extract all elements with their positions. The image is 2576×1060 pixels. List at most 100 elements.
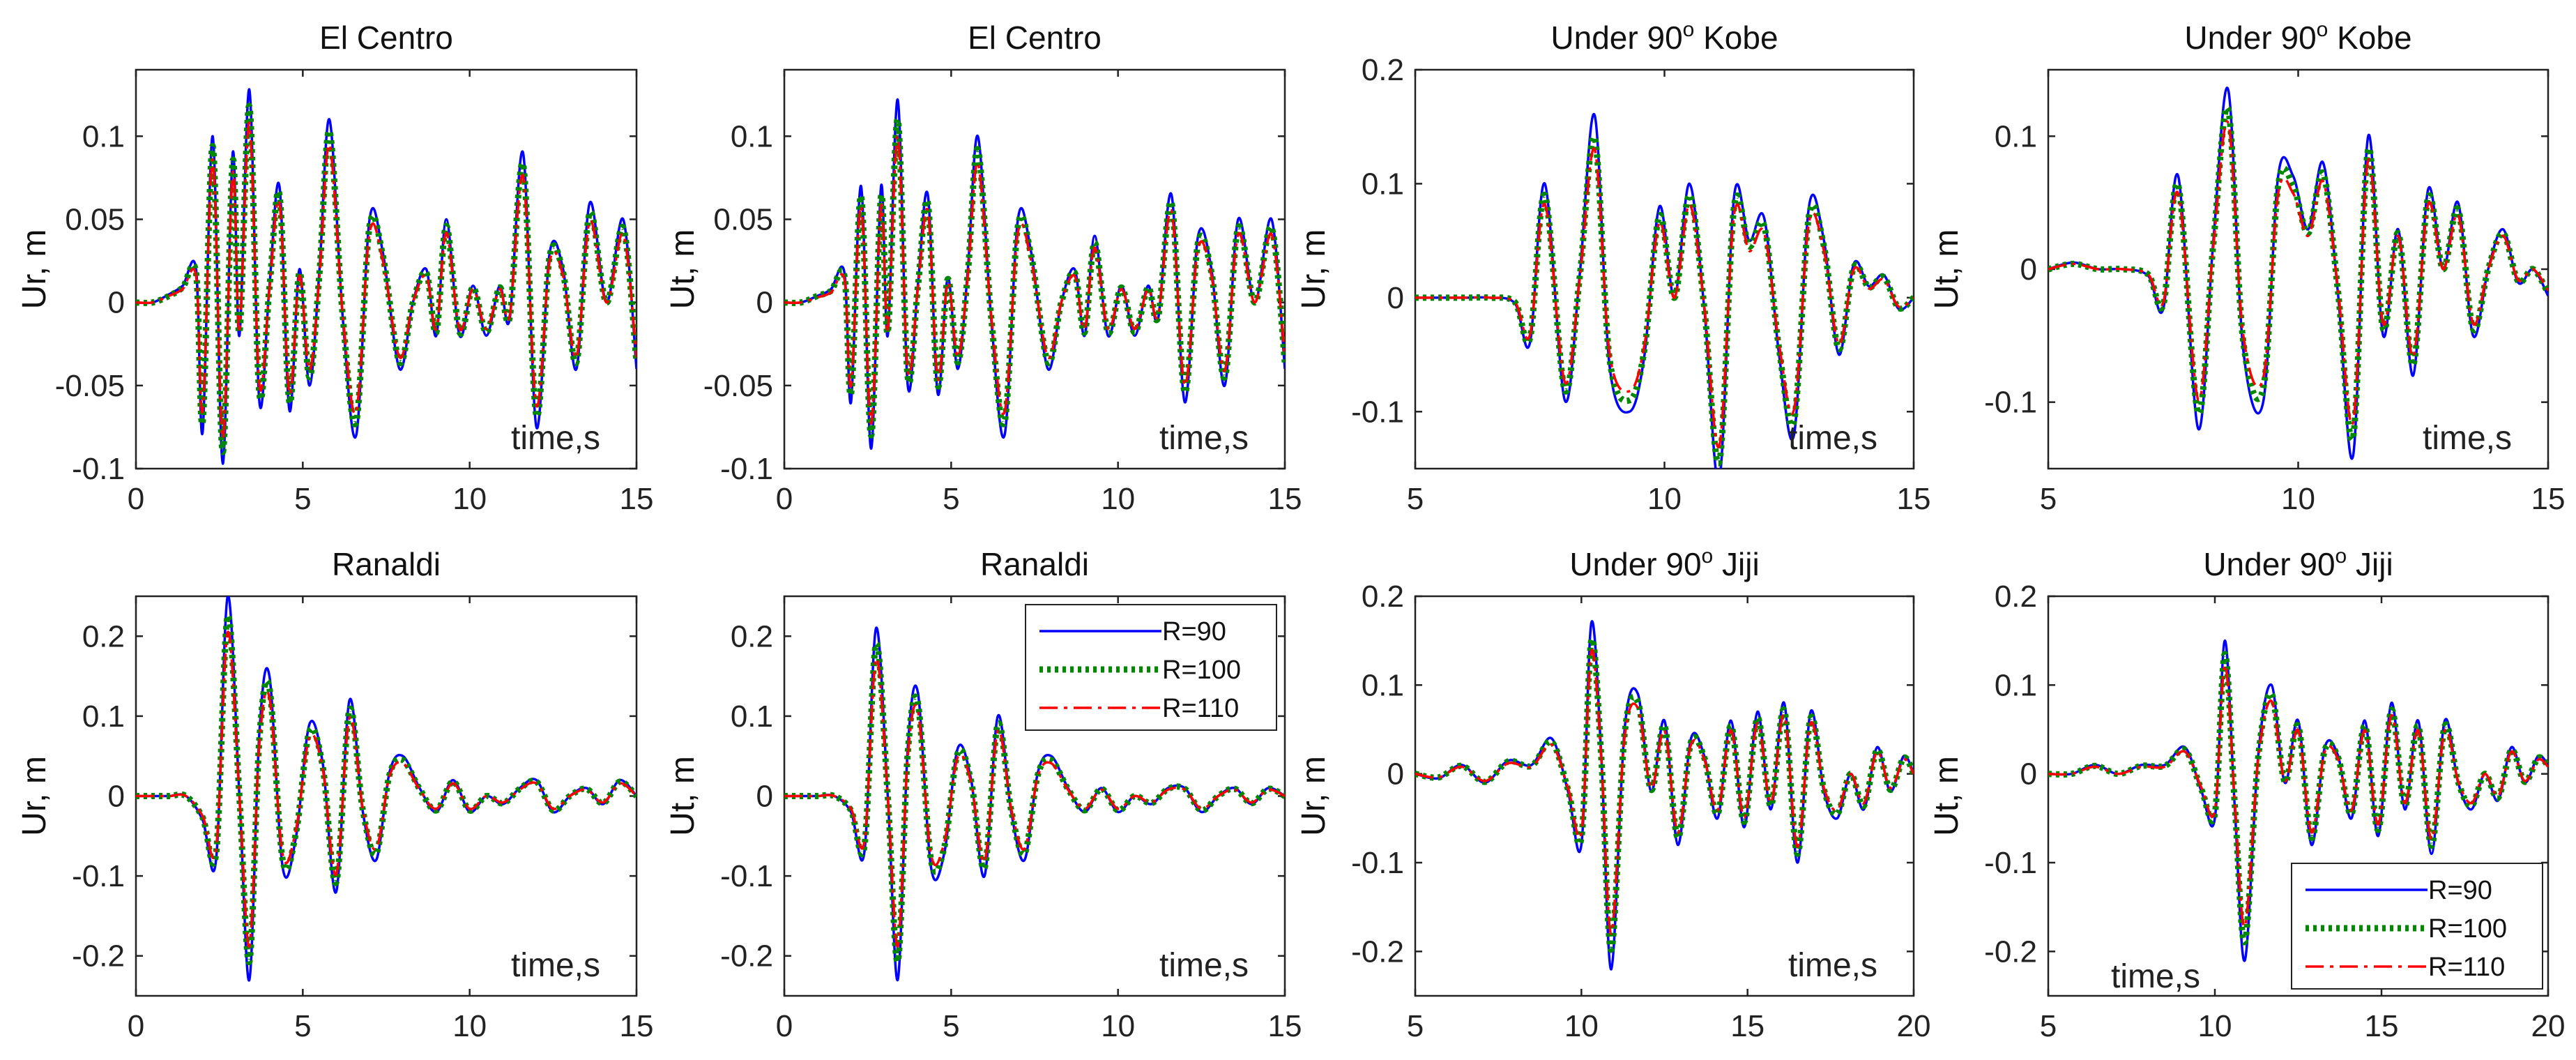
y-tick-label: -0.05 bbox=[55, 369, 125, 403]
series-line-r-100 bbox=[2048, 105, 2548, 443]
x-tick-label: 10 bbox=[1564, 1009, 1599, 1043]
x-tick-label: 0 bbox=[128, 482, 144, 516]
title-superscript: o bbox=[1683, 18, 1695, 41]
y-tick-label: 0.1 bbox=[1362, 167, 1404, 201]
series-line-r-110 bbox=[784, 657, 1285, 948]
y-tick-label: -0.1 bbox=[72, 452, 125, 486]
y-tick-label: -0.1 bbox=[1351, 395, 1404, 429]
y-tick-label: -0.2 bbox=[1351, 934, 1404, 969]
y-axis-label: Ut, m bbox=[664, 229, 701, 310]
y-axis-label: Ur, m bbox=[1295, 229, 1332, 310]
y-axis-label: Ut, m bbox=[664, 756, 701, 836]
chart-title: El Centro bbox=[968, 20, 1102, 56]
x-tick-label: 10 bbox=[2198, 1009, 2232, 1043]
y-tick-label: 0.1 bbox=[82, 699, 125, 734]
y-axis-label: Ut, m bbox=[1928, 229, 1965, 310]
x-tick-label: 20 bbox=[1897, 1009, 1931, 1043]
time-annotation: time,s bbox=[1159, 947, 1249, 984]
chart-panel-6: Ranaldi 0 5 10 15 -0.2 -0.1 0 0.1 0.2 Ut, m time,s R… bbox=[664, 546, 1302, 1043]
y-tick-label: -0.2 bbox=[720, 939, 773, 974]
series-line-r-100 bbox=[1415, 133, 1914, 467]
y-tick-label: 0 bbox=[1387, 757, 1404, 792]
legend: R=90 R=100 R=110 bbox=[1025, 604, 1277, 731]
y-tick-label: -0.1 bbox=[720, 452, 773, 486]
y-tick-label: -0.2 bbox=[72, 939, 125, 974]
x-tick-label: 5 bbox=[943, 1009, 959, 1043]
chart-panel-1: El Centro 0 5 10 15 -0.1 -0.05 0 0.05 0.1 Ur, m tim… bbox=[16, 20, 653, 516]
time-annotation: time,s bbox=[2423, 420, 2512, 457]
y-tick-label: 0.2 bbox=[731, 619, 773, 653]
chart-title: Under 90o Jiji bbox=[1569, 545, 1759, 582]
time-annotation: time,s bbox=[1788, 947, 1877, 984]
y-tick-label: 0.1 bbox=[82, 119, 125, 153]
series-line-r-110 bbox=[784, 135, 1285, 425]
chart-panel-8: Under 90o Jiji 5 10 15 20 -0.2 -0.1 0 0.1 0.2 Ut, … bbox=[1928, 545, 2565, 1043]
chart-title: Ranaldi bbox=[332, 546, 441, 582]
x-tick-label: 10 bbox=[452, 1009, 487, 1043]
y-tick-label: 0.1 bbox=[1995, 668, 2037, 702]
time-annotation: time,s bbox=[2111, 958, 2200, 995]
title-superscript: o bbox=[2317, 18, 2329, 41]
x-tick-label: 15 bbox=[1268, 482, 1302, 516]
y-tick-label: 0.2 bbox=[1995, 580, 2037, 614]
y-tick-label: 0.1 bbox=[1362, 668, 1404, 702]
x-tick-label: 15 bbox=[2365, 1009, 2399, 1043]
y-tick-label: 0.2 bbox=[1362, 53, 1404, 87]
legend: R=90 R=100 R=110 bbox=[2291, 863, 2543, 990]
chart-panel-3: Under 90o Kobe 5 10 15 -0.1 0 0.1 0.2 Ur, m time,… bbox=[1295, 18, 1930, 516]
chart-title: El Centro bbox=[319, 20, 453, 56]
y-tick-label: 0 bbox=[2020, 757, 2037, 792]
x-tick-label: 5 bbox=[1407, 1009, 1424, 1043]
y-tick-label: 0.05 bbox=[65, 203, 125, 237]
x-tick-label: 5 bbox=[2040, 482, 2057, 516]
x-tick-label: 15 bbox=[1268, 1009, 1302, 1043]
chart-panel-5: Ranaldi 0 5 10 15 -0.2 -0.1 0 0.1 0.2 Ur, m time,s bbox=[16, 546, 653, 1043]
legend-box bbox=[1025, 604, 1277, 731]
title-superscript: o bbox=[1702, 545, 1714, 568]
y-axis-label: Ur, m bbox=[16, 756, 53, 836]
y-tick-label: 0 bbox=[2020, 252, 2037, 287]
chart-panel-2: El Centro 0 5 10 15 -0.1 -0.05 0 0.05 0.1 Ut, m tim… bbox=[664, 20, 1302, 516]
time-annotation: time,s bbox=[1159, 420, 1249, 457]
x-tick-label: 15 bbox=[1897, 482, 1931, 516]
legend-label-1: R=90 bbox=[1162, 617, 1226, 646]
y-tick-label: -0.1 bbox=[720, 859, 773, 893]
chart-title: Under 90o Kobe bbox=[2184, 18, 2411, 56]
legend-label-3: R=110 bbox=[1162, 694, 1239, 723]
time-annotation: time,s bbox=[511, 420, 600, 457]
series-line-r-100 bbox=[1415, 636, 1914, 953]
time-annotation: time,s bbox=[1788, 420, 1877, 457]
y-tick-label: 0.2 bbox=[82, 619, 125, 653]
y-tick-label: 0 bbox=[108, 780, 125, 814]
y-tick-label: -0.05 bbox=[703, 369, 773, 403]
chart-panel-4: Under 90o Kobe 5 10 15 -0.1 0 0.1 Ut, m time,s bbox=[1928, 18, 2565, 516]
series-line-r-110 bbox=[2048, 120, 2548, 426]
series-line-r-110 bbox=[1415, 147, 1914, 449]
y-tick-label: 0.1 bbox=[731, 699, 773, 734]
chart-panel-7: Under 90o Jiji 5 10 15 20 -0.2 -0.1 0 0.1 0.2 Ur, … bbox=[1295, 545, 1930, 1043]
series-line-r-110 bbox=[136, 121, 637, 440]
y-tick-label: -0.1 bbox=[1351, 846, 1404, 880]
x-tick-label: 10 bbox=[452, 482, 487, 516]
y-tick-label: -0.1 bbox=[1984, 386, 2037, 420]
chart-title: Ranaldi bbox=[980, 546, 1089, 582]
x-tick-label: 20 bbox=[2531, 1009, 2566, 1043]
y-tick-label: -0.1 bbox=[72, 859, 125, 893]
y-tick-label: 0.1 bbox=[731, 119, 773, 153]
series-line-r-110 bbox=[2048, 663, 2548, 928]
y-tick-label: 0 bbox=[108, 286, 125, 320]
axes-box bbox=[1414, 595, 1915, 997]
y-tick-label: 0 bbox=[756, 286, 773, 320]
x-tick-label: 15 bbox=[620, 1009, 654, 1043]
x-tick-label: 5 bbox=[1407, 482, 1424, 516]
legend-label-2: R=100 bbox=[1162, 656, 1241, 685]
y-tick-label: 0.2 bbox=[1362, 580, 1404, 614]
x-tick-label: 15 bbox=[2531, 482, 2566, 516]
y-axis-label: Ut, m bbox=[1928, 756, 1965, 836]
y-tick-label: -0.2 bbox=[1984, 934, 2037, 969]
x-tick-label: 5 bbox=[294, 482, 311, 516]
legend-label-3: R=110 bbox=[2428, 953, 2505, 982]
chart-title: Under 90o Kobe bbox=[1550, 18, 1778, 56]
x-tick-label: 15 bbox=[1730, 1009, 1765, 1043]
x-tick-label: 10 bbox=[2281, 482, 2315, 516]
